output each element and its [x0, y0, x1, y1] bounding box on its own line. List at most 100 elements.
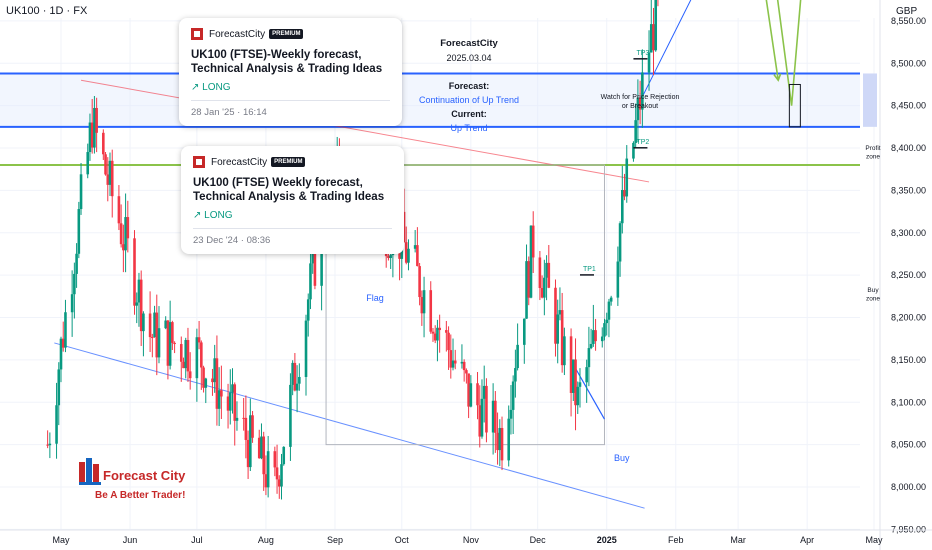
card-direction: ↗ LONG	[193, 210, 233, 221]
candle-body	[429, 290, 433, 332]
candle-body	[188, 371, 192, 379]
candle-body	[106, 174, 110, 185]
candle-body	[220, 390, 223, 397]
candle-body	[293, 362, 297, 391]
buy-zone-bar	[863, 73, 877, 127]
candle-body	[77, 209, 81, 254]
candle-body	[569, 336, 573, 393]
candle-body	[418, 266, 421, 298]
candle-body	[478, 405, 482, 437]
candle-body	[309, 263, 312, 300]
time-tick-label: Mar	[730, 535, 746, 545]
candle-body	[55, 405, 58, 444]
candle-body	[547, 262, 551, 288]
candle-body	[79, 174, 83, 210]
path-c	[776, 0, 802, 106]
candle-body	[467, 373, 470, 407]
candle-body	[589, 343, 593, 349]
time-tick-label: Jun	[123, 535, 138, 545]
candle-body	[228, 392, 232, 411]
candle-body	[522, 318, 526, 345]
price-tick-label: 8,350.00	[891, 185, 926, 195]
candle-body	[215, 358, 219, 409]
candle-body	[480, 398, 484, 437]
time-tick-label: 2025	[597, 535, 617, 545]
idea-card-2[interactable]: ForecastCity PREMIUM UK100 (FTSE) Weekly…	[181, 146, 404, 254]
candle-body	[416, 245, 419, 267]
watch-note: Watch for Price Rejection	[601, 94, 680, 101]
time-tick-label: Feb	[668, 535, 684, 545]
candle-body	[638, 97, 642, 110]
candle-body	[102, 132, 105, 155]
buy-zone-band	[0, 73, 860, 127]
symbol-header: UK100 · 1D · FX	[6, 5, 88, 17]
candle-body	[122, 244, 125, 251]
candle-body	[211, 378, 214, 383]
info-forecast-label: Forecast:	[448, 81, 490, 91]
profit-zone-label: Profit	[865, 145, 880, 152]
candle-body	[618, 223, 622, 262]
candle-body	[90, 122, 94, 148]
info-date: 2025.03.04	[446, 53, 492, 63]
candle-body	[654, 0, 658, 51]
target-box-2	[788, 83, 801, 128]
candle-body	[609, 297, 613, 302]
forecast-city-logo: Forecast City Be A Better Trader!	[77, 458, 197, 504]
price-tick-label: 8,150.00	[891, 355, 926, 365]
annotations: TP5TP4TP3TP2TP1TP1TP2TP3TP1TP5Watch for …	[366, 50, 881, 463]
candle-body	[500, 427, 504, 461]
card-title: UK100 (FTSE)-Weekly forecast, Technical …	[191, 49, 383, 75]
candle-body	[235, 417, 239, 421]
candle-body	[257, 437, 261, 459]
candle-body	[306, 299, 310, 321]
candle-body	[621, 189, 624, 224]
price-tick-label: 8,100.00	[891, 397, 926, 407]
candle-body	[636, 97, 640, 121]
candle-body	[623, 189, 626, 197]
candle-body	[148, 313, 152, 338]
time-tick-label: May	[865, 535, 883, 545]
candle-body	[184, 340, 188, 369]
candle-body	[217, 390, 221, 409]
candle-body	[578, 382, 582, 387]
info-current-label: Current:	[451, 109, 487, 119]
candle-body	[563, 336, 566, 366]
candle-body	[634, 120, 637, 143]
candle-body	[135, 302, 139, 306]
candle-body	[137, 279, 141, 303]
candle-body	[186, 340, 190, 372]
candle-body	[70, 294, 74, 313]
candle-body	[531, 225, 535, 258]
candle-body	[649, 24, 653, 53]
candle-tag-tp1: TP1	[583, 266, 596, 273]
candle-body	[482, 385, 486, 399]
idea-card-1[interactable]: ForecastCity PREMIUM UK100 (FTSE)-Weekly…	[179, 18, 402, 126]
candle-body	[431, 331, 435, 334]
candle-body	[291, 362, 294, 385]
time-tick-label: Dec	[530, 535, 547, 545]
candle-body	[556, 314, 560, 344]
candle-body	[641, 72, 644, 110]
candle-body	[164, 320, 167, 329]
flag-lower-line	[54, 342, 645, 509]
candle-body	[605, 319, 609, 324]
candle-body	[558, 310, 562, 315]
candle-body	[277, 479, 281, 487]
candle-body	[422, 290, 426, 314]
candle-body	[153, 312, 156, 338]
price-tick-label: 8,500.00	[891, 58, 926, 68]
candle-body	[313, 247, 317, 286]
candle-body	[104, 154, 107, 175]
card-divider	[191, 100, 390, 101]
candle-body	[117, 196, 121, 224]
candle-body	[280, 464, 283, 487]
price-tick-label: 8,550.00	[891, 16, 926, 26]
price-axis: 7,950.00 8,000.00 8,050.00 8,100.00 8,150.00…	[879, 0, 932, 550]
candle-body	[61, 338, 65, 348]
card-date: 23 Dec '24 · 08:36	[193, 235, 271, 246]
candle-body	[266, 451, 270, 488]
candle-body	[525, 261, 528, 319]
candle-body	[447, 332, 450, 351]
price-tick-label: 8,400.00	[891, 143, 926, 153]
